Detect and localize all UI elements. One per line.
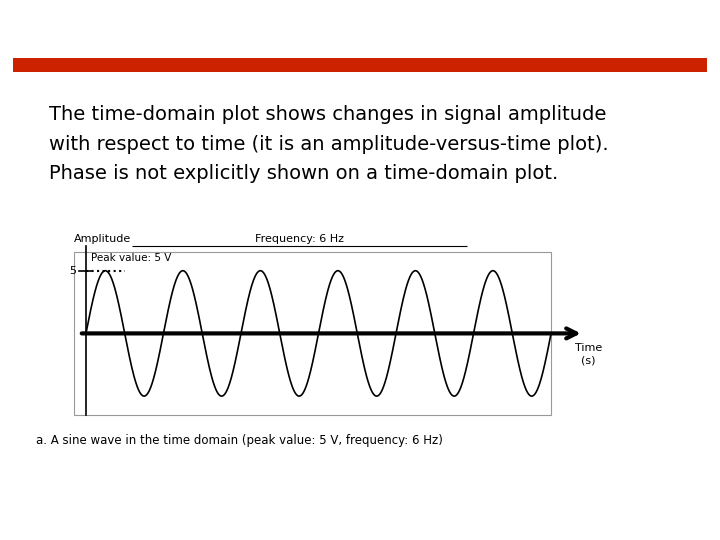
Text: Amplitude: Amplitude — [74, 234, 132, 244]
Text: Frequency: 6 Hz: Frequency: 6 Hz — [256, 234, 344, 244]
Text: Time and Frequency Domains: Time and Frequency Domains — [175, 22, 545, 43]
Text: a. A sine wave in the time domain (peak value: 5 V, frequency: 6 Hz): a. A sine wave in the time domain (peak … — [36, 434, 443, 447]
Text: Peak value: 5 V: Peak value: 5 V — [91, 253, 171, 263]
Bar — [74, 252, 551, 415]
Text: 5: 5 — [70, 266, 76, 276]
Text: The time-domain plot shows changes in signal amplitude
with respect to time (it : The time-domain plot shows changes in si… — [49, 105, 608, 184]
Text: Time
(s): Time (s) — [575, 343, 602, 365]
